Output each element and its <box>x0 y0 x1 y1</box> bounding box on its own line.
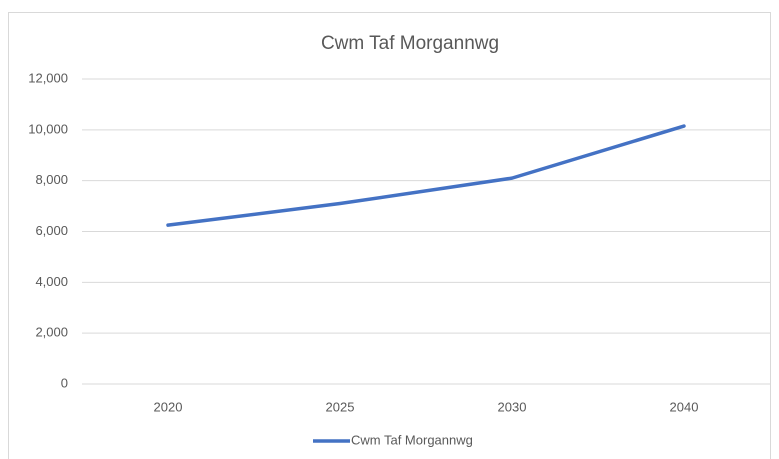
legend-label: Cwm Taf Morgannwg <box>351 432 473 447</box>
y-tick-label: 0 <box>61 375 68 390</box>
chart-frame <box>8 12 771 459</box>
x-tick-label: 2025 <box>326 399 355 414</box>
y-tick-label: 2,000 <box>35 325 68 340</box>
y-tick-label: 6,000 <box>35 223 68 238</box>
y-tick-label: 4,000 <box>35 274 68 289</box>
chart-title: Cwm Taf Morgannwg <box>321 33 499 54</box>
y-tick-label: 10,000 <box>28 121 68 136</box>
y-tick-label: 8,000 <box>35 172 68 187</box>
y-tick-label: 12,000 <box>28 70 68 85</box>
data-line <box>166 124 686 227</box>
x-tick-label: 2040 <box>670 399 699 414</box>
x-tick-label: 2020 <box>154 399 183 414</box>
x-tick-label: 2030 <box>498 399 527 414</box>
